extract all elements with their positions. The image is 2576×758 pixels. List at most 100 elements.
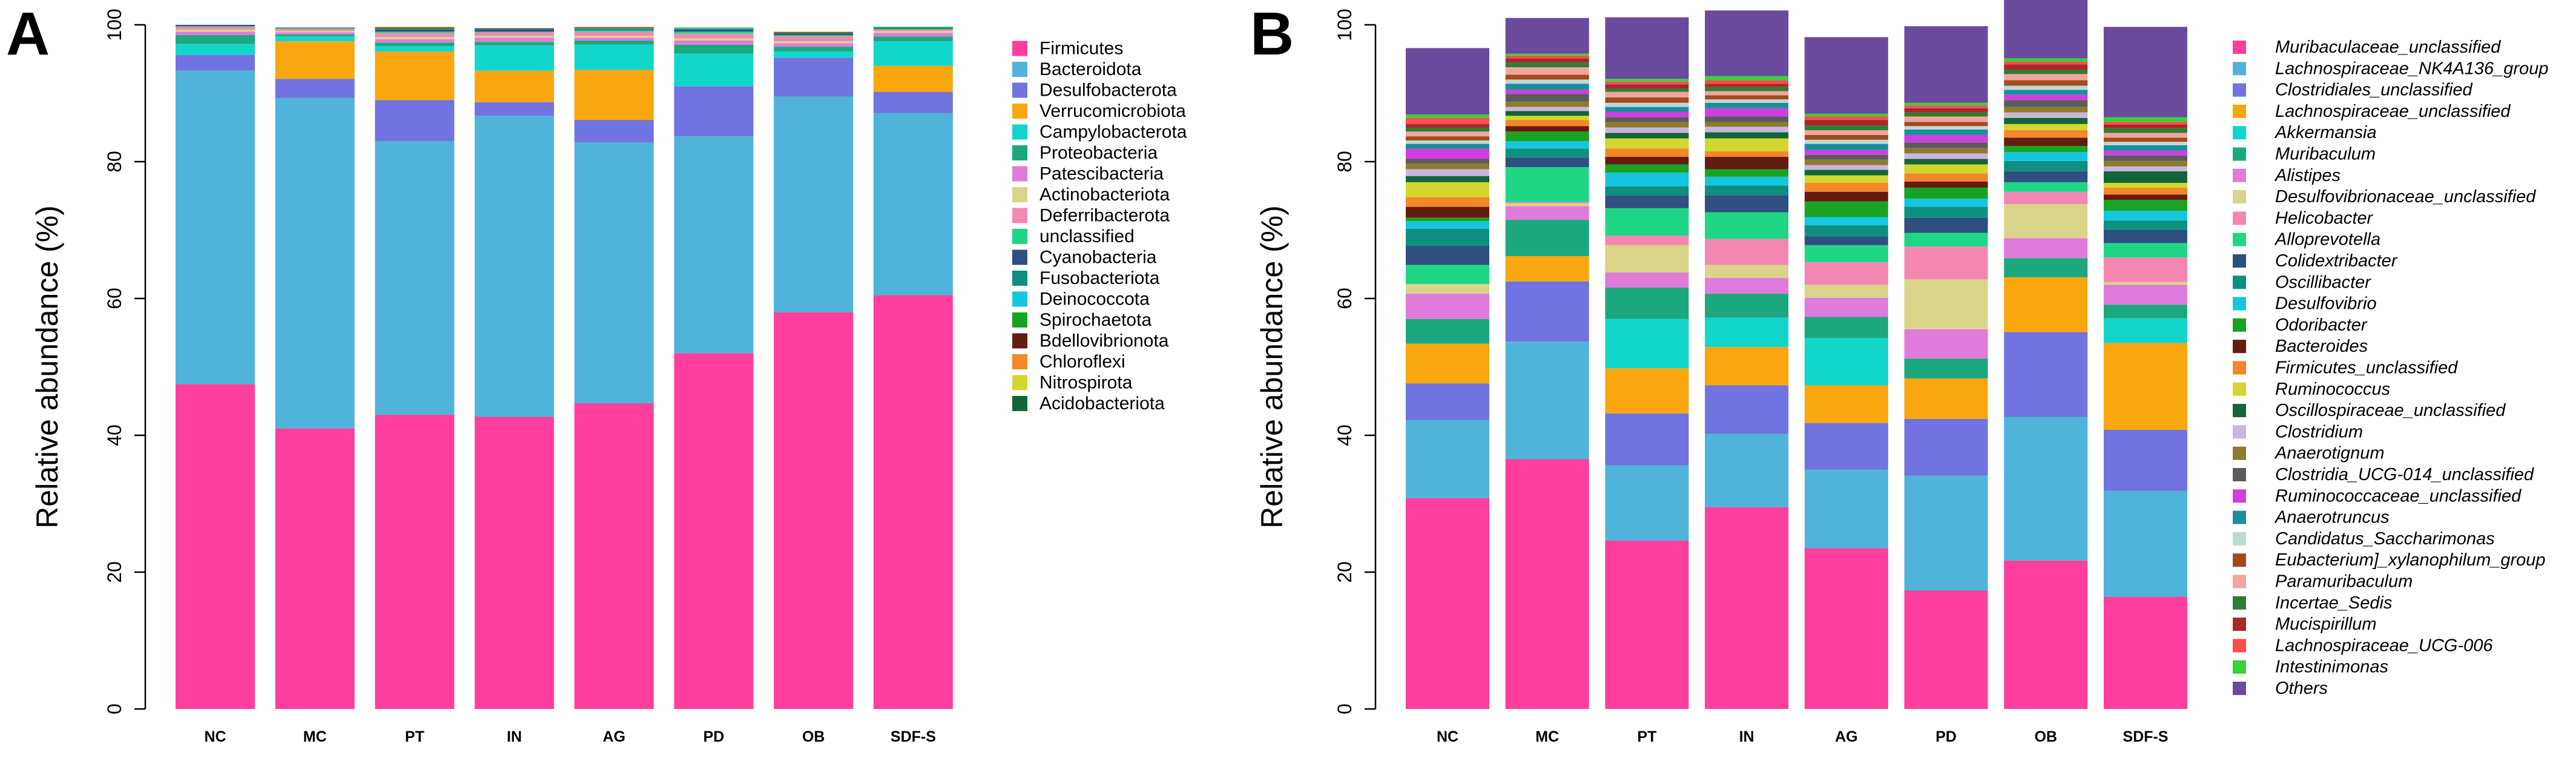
- bar-segment-ruminococcaceae-unclassified-nc: [1406, 148, 1489, 159]
- bar-segment-oscillibacter-pd: [1904, 206, 1988, 218]
- bar-segment-intestinimonas-pd: [1904, 102, 1988, 106]
- bar-segment-muribaculum-ob: [2004, 258, 2088, 277]
- legend-swatch-others: [2233, 682, 2246, 695]
- bar-segment-firmicutes-unclassified-pd: [1904, 173, 1988, 182]
- bar-stack-ag: [574, 27, 654, 709]
- bar-stack-pt: [375, 27, 455, 709]
- legend-swatch-chloroflexi: [1012, 354, 1027, 369]
- bar-segment-eubacterium-xylanophilum-group-nc: [1406, 136, 1489, 140]
- bar-segment-actinobacteriota-sdf-s: [873, 31, 953, 33]
- bar-segment-firmicutes-ag: [574, 403, 654, 709]
- bar-segment-campylobacterota-sdf-s: [873, 41, 953, 66]
- bar-segment-alloprevotella-ag: [1804, 245, 1888, 263]
- legend-swatch-eubacterium-xylanophilum-group: [2233, 553, 2246, 567]
- bar-segment-akkermansia-pt: [1605, 318, 1689, 369]
- bar-segment-bacteroidota-ag: [574, 142, 654, 403]
- legend-label: Desulfovibrio: [2275, 294, 2377, 314]
- bar-segment-campylobacterota-nc: [176, 44, 255, 55]
- bar-segment-oscillibacter-sdf-s: [2103, 220, 2187, 230]
- bar-segment-anaerotignum-nc: [1406, 163, 1489, 170]
- bar-segment-akkermansia-ag: [1804, 338, 1888, 386]
- bar-segment-deinococcota-ag: [574, 28, 654, 29]
- legend-label: Proteobacteria: [1039, 143, 1158, 163]
- legend-label: Clostridia_UCG-014_unclassified: [2275, 465, 2534, 484]
- bar-segment-campylobacterota-pd: [674, 53, 754, 87]
- bar-segment-clostridiales-unclassified-nc: [1406, 383, 1489, 421]
- legend-swatch-verrucomicrobiota: [1012, 104, 1027, 119]
- bar-segment-deferribacterota-in: [475, 32, 555, 36]
- bar-segment-lachnospiraceae-nk4a136-group-ob: [2004, 417, 2088, 561]
- bar-segment-desulfovibrio-nc: [1406, 221, 1489, 229]
- bar-segment-eubacterium-xylanophilum-group-ag: [1804, 134, 1888, 140]
- bar-segment-spirochaetota-pt: [375, 28, 455, 29]
- bar-segment-eubacterium-xylanophilum-group-pd: [1904, 122, 1988, 127]
- bar-segment-alloprevotella-nc: [1406, 265, 1489, 285]
- bar-segment-muribaculaceae-unclassified-nc: [1406, 498, 1489, 709]
- bar-segment-alistipes-in: [1705, 278, 1789, 294]
- bar-segment-desulfobacterota-in: [475, 102, 555, 116]
- legend-label: Nitrospirota: [1039, 373, 1133, 393]
- legend: FirmicutesBacteroidotaDesulfobacterotaVe…: [1012, 39, 1187, 414]
- legend-label: Ruminococcus: [2275, 380, 2390, 399]
- bar-segment-verrucomicrobiota-in: [475, 70, 555, 102]
- y-axis-title: Relative abundance (%): [30, 205, 64, 529]
- bar-segment-firmicutes-nc: [176, 384, 255, 709]
- bar-segment-odoribacter-pt: [1605, 164, 1689, 173]
- bar-segment-proteobacteria-sdf-s: [873, 36, 953, 42]
- bar-segment-colidextribacter-mc: [1505, 157, 1589, 168]
- legend-swatch-firmicutes: [1012, 41, 1027, 56]
- bar-segment-firmicutes-unclassified-ag: [1804, 183, 1888, 192]
- bar-segment-muribaculaceae-unclassified-ag: [1804, 548, 1888, 709]
- x-category-label: SDF-S: [891, 728, 936, 745]
- legend-swatch-bacteroidota: [1012, 62, 1027, 77]
- legend-swatch-paramuribaculum: [2233, 575, 2246, 588]
- bar-segment-anaerotruncus-pt: [1605, 107, 1689, 112]
- bar-segment-anaerotruncus-ag: [1804, 143, 1888, 150]
- legend-swatch-proteobacteria: [1012, 145, 1027, 160]
- legend-swatch-campylobacterota: [1012, 124, 1027, 140]
- bar-segment-lachnospiraceae-ucg-006-nc: [1406, 117, 1489, 124]
- bar-segment-clostridia-ucg-014-unclassified-in: [1705, 116, 1789, 122]
- bar-segment-anaerotruncus-mc: [1505, 84, 1589, 90]
- bar-segment-helicobacter-in: [1705, 239, 1789, 265]
- bar-segment-mucispirillum-in: [1705, 84, 1789, 87]
- bar-segment-anaerotignum-ob: [2004, 107, 2088, 113]
- bar-segment-unclassified-nc: [176, 26, 255, 27]
- bar-segment-alistipes-pt: [1605, 272, 1689, 288]
- legend-label: Clostridiales_unclassified: [2275, 81, 2472, 100]
- bar-segment-unclassified-ag: [574, 30, 654, 32]
- bar-segment-others-pd: [1904, 26, 1988, 103]
- bar-segment-intestinimonas-ob: [2004, 58, 2088, 62]
- bar-segment-clostridium-mc: [1505, 107, 1589, 111]
- bar-segment-odoribacter-ag: [1804, 201, 1888, 217]
- bar-segment-alistipes-ag: [1804, 297, 1888, 317]
- bar-segment-incertae-sedis-ag: [1804, 125, 1888, 131]
- bar-segment-clostridia-ucg-014-unclassified-ag: [1804, 154, 1888, 160]
- legend-label: Intestinimonas: [2275, 657, 2388, 677]
- bar-segment-lachnospiraceae-nk4a136-group-mc: [1505, 341, 1589, 460]
- bar-segment-firmicutes-unclassified-ob: [2004, 130, 2088, 138]
- bar-segment-patescibacteria-ob: [774, 43, 854, 47]
- bar-segment-muribaculum-in: [1705, 294, 1789, 318]
- bar-segment-ruminococcus-in: [1705, 138, 1789, 152]
- bar-segment-anaerotignum-ag: [1804, 159, 1888, 165]
- legend-label: Patescibacteria: [1039, 164, 1164, 184]
- y-tick-label: 80: [104, 151, 125, 173]
- bar-segment-clostridia-ucg-014-unclassified-nc: [1406, 159, 1489, 164]
- bar-segment-lachnospiraceae-ucg-006-pd: [1904, 105, 1988, 108]
- bar-segment-colidextribacter-ag: [1804, 236, 1888, 245]
- bar-segment-anaerotignum-in: [1705, 122, 1789, 127]
- bar-segment-muribaculum-nc: [1406, 318, 1489, 344]
- bar-segment-incertae-sedis-pd: [1904, 112, 1988, 117]
- legend-swatch-akkermansia: [2233, 126, 2246, 140]
- legend-swatch-desulfobacterota: [1012, 82, 1027, 98]
- bar-segment-fusobacteriota-pd: [674, 28, 754, 30]
- legend-label: Bdellovibrionota: [1039, 331, 1169, 351]
- bar-segment-odoribacter-pd: [1904, 187, 1988, 199]
- bar-segment-colidextribacter-pt: [1605, 196, 1689, 208]
- legend-label: Alloprevotella: [2274, 230, 2380, 249]
- bar-segment-anaerotruncus-in: [1705, 102, 1789, 108]
- bar-segment-actinobacteriota-mc: [275, 31, 355, 33]
- bar-segment-odoribacter-in: [1705, 169, 1789, 177]
- bar-segment-muribaculum-pt: [1605, 287, 1689, 319]
